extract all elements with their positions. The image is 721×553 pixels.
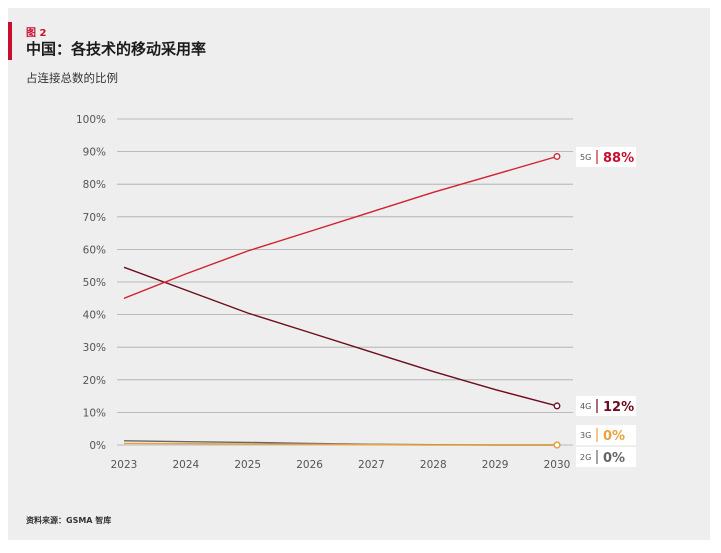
y-tick-label: 60% xyxy=(83,244,106,256)
y-tick-label: 70% xyxy=(83,212,106,224)
y-tick-label: 30% xyxy=(83,342,106,354)
end-label-box xyxy=(576,425,636,445)
figure-label: 图 2 xyxy=(26,28,47,39)
series-line-5g xyxy=(123,155,558,299)
x-tick-label: 2028 xyxy=(420,459,447,471)
y-tick-label: 90% xyxy=(83,147,106,159)
source-note: 资料来源：GSMA 智库 xyxy=(26,516,112,525)
series-lines xyxy=(123,153,561,449)
x-tick-label: 2030 xyxy=(544,459,571,471)
end-label-box xyxy=(576,447,636,467)
y-axis-ticks: 0% 10% 20% 30% 40% 50% 60% 70% 80% 90% 100% xyxy=(76,114,106,452)
x-axis-ticks: 2023 2024 2025 2026 2027 2028 2029 2030 xyxy=(111,459,571,471)
x-tick-label: 2023 xyxy=(111,459,138,471)
chart-title: 中国：各技术的移动采用率 xyxy=(26,40,207,58)
series-name-label: 4G xyxy=(580,402,591,411)
chart-subtitle: 占连接总数的比例 xyxy=(26,71,118,85)
y-tick-label: 100% xyxy=(76,114,106,126)
accent-bar xyxy=(8,22,12,60)
x-tick-label: 2024 xyxy=(172,459,199,471)
x-tick-label: 2027 xyxy=(358,459,385,471)
end-label-box xyxy=(576,396,636,416)
series-end-value: 88% xyxy=(603,151,634,166)
series-end-value: 0% xyxy=(603,429,625,444)
end-point-5g xyxy=(553,153,561,160)
series-end-value: 12% xyxy=(603,400,634,415)
y-tick-label: 10% xyxy=(83,407,106,419)
y-tick-label: 0% xyxy=(89,440,106,452)
x-tick-label: 2029 xyxy=(482,459,509,471)
y-tick-label: 50% xyxy=(83,277,106,289)
end-label-box xyxy=(576,147,636,167)
y-tick-label: 80% xyxy=(83,179,106,191)
series-end-value: 0% xyxy=(603,451,625,466)
x-tick-label: 2025 xyxy=(234,459,261,471)
series-name-label: 5G xyxy=(580,153,591,162)
x-tick-label: 2026 xyxy=(296,459,323,471)
gridlines xyxy=(117,118,573,446)
end-labels: 5G 88% 4G 12% 3G 0% 2G 0% xyxy=(576,147,636,467)
y-tick-label: 40% xyxy=(83,310,106,322)
series-line-4g xyxy=(123,266,558,407)
end-point-4g xyxy=(553,402,561,410)
end-point-3g xyxy=(553,441,561,449)
series-name-label: 2G xyxy=(580,453,591,462)
y-tick-label: 20% xyxy=(83,375,106,387)
series-line-3g xyxy=(123,442,557,446)
series-name-label: 3G xyxy=(580,431,591,440)
